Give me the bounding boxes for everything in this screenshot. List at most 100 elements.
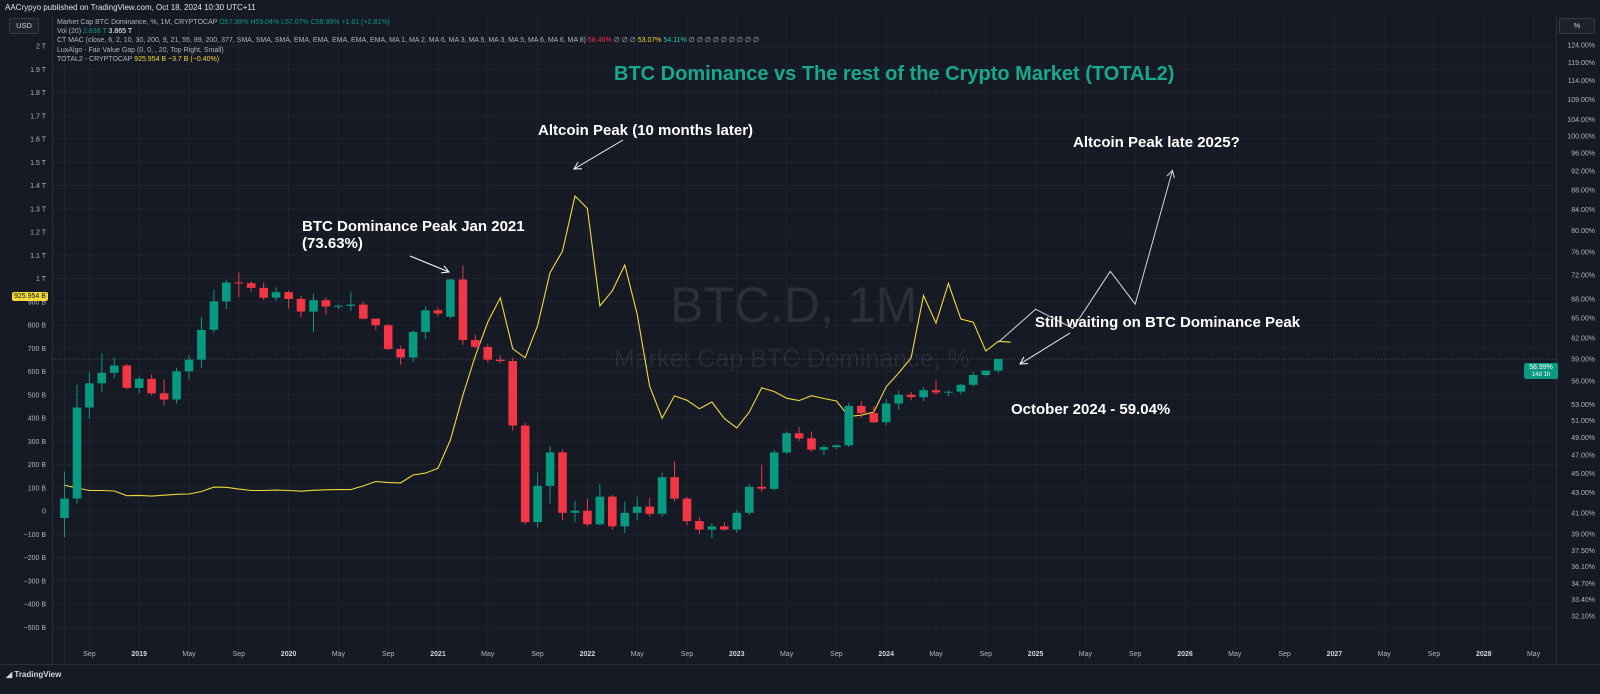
brand-name: TradingView — [14, 670, 62, 679]
legend-total2[interactable]: TOTAL2 - CRYPTOCAP 925.954 B −3.7 B (−0.… — [57, 55, 759, 64]
x-axis-tick-label: May — [1527, 651, 1541, 658]
candle-body — [421, 310, 430, 332]
arrow-altcoin-peak-head — [573, 161, 583, 170]
candle-body — [383, 325, 393, 349]
right-axis-tick-label: 72.00% — [1571, 272, 1595, 279]
chart-headline: BTC Dominance vs The rest of the Crypto … — [614, 63, 1175, 85]
legend-close: C58.99% — [310, 19, 340, 26]
right-axis-tick-label: 100.00% — [1567, 133, 1595, 140]
candle-body — [944, 391, 953, 393]
annotation-btc-peak: BTC Dominance Peak Jan 2021 (73.63%) — [302, 218, 525, 252]
left-axis-tick-label: 200 B — [28, 462, 47, 469]
candle-body — [408, 331, 418, 358]
candle-body — [794, 433, 804, 439]
candle-body — [321, 300, 331, 307]
right-axis-tick-label: 51.00% — [1571, 418, 1595, 425]
right-axis-tick-label: 62.00% — [1571, 335, 1595, 342]
right-axis-tick-label: 53.00% — [1571, 402, 1595, 409]
candle-body — [608, 496, 617, 527]
right-axis-tick-label: 104.00% — [1567, 117, 1595, 124]
legend-volume[interactable]: Vol (20) 2.838 T 3.865 T — [57, 27, 759, 36]
legend-ct-mac-empty-2: ∅ ∅ ∅ ∅ ∅ ∅ ∅ ∅ ∅ — [688, 37, 760, 45]
arrow-still-waiting-head — [1019, 356, 1029, 365]
arrow-altcoin-peak — [573, 139, 624, 170]
left-scale-currency-button[interactable]: USD — [9, 18, 39, 34]
candle-body — [595, 496, 605, 525]
candle-body — [956, 384, 966, 392]
x-axis-tick-label: Sep — [681, 651, 694, 658]
left-axis-tick-label: 1.4 T — [30, 183, 47, 190]
legend-series-name: Market Cap BTC Dominance, %, 1M, CRYPTOC… — [57, 19, 218, 26]
left-axis-tick-label: −200 B — [24, 555, 47, 562]
legend-ct-mac-empty-1: ∅ ∅ ∅ — [613, 37, 636, 45]
candle-body — [807, 438, 816, 450]
x-axis-tick-label: Sep — [531, 651, 544, 658]
right-scale-percent-button[interactable]: % — [1559, 18, 1595, 34]
candle-body — [583, 510, 592, 525]
right-axis-tick-label: 49.00% — [1571, 435, 1595, 442]
right-axis-tick-label: 59.00% — [1571, 356, 1595, 363]
right-axis-tick-label: 32.10% — [1571, 614, 1595, 621]
candle-body — [720, 526, 729, 530]
candle-body — [110, 365, 119, 373]
legend-volume-value: 2.838 T — [83, 28, 107, 36]
annotation-still-waiting: Still waiting on BTC Dominance Peak — [1035, 314, 1301, 331]
candle-body — [695, 521, 704, 530]
candle-body — [844, 405, 854, 446]
total2-price-tag: 925.954 B — [12, 292, 48, 301]
left-axis-tick-label: 500 B — [28, 392, 47, 399]
candle-body — [72, 407, 82, 499]
candle-body — [994, 359, 1003, 371]
right-axis-tick-label: 43.00% — [1571, 490, 1595, 497]
candle-body — [545, 452, 555, 486]
candle-body — [134, 378, 144, 388]
legend-main-series[interactable]: Market Cap BTC Dominance, %, 1M, CRYPTOC… — [57, 18, 759, 27]
candle-body — [222, 282, 231, 302]
left-axis-tick-label: 400 B — [28, 416, 47, 423]
right-axis-tick-label: 34.70% — [1571, 581, 1595, 588]
candle-body — [433, 310, 443, 314]
candle-body — [707, 526, 717, 530]
right-axis-tick-label: 37.50% — [1571, 548, 1595, 555]
x-axis-tick-label: 2022 — [580, 651, 596, 658]
left-price-scale[interactable] — [0, 16, 53, 664]
right-price-scale[interactable] — [1556, 16, 1600, 664]
annotation-altcoin-2025: Altcoin Peak late 2025? — [1073, 134, 1240, 151]
left-axis-tick-label: 1.7 T — [30, 113, 47, 120]
candle-body — [471, 340, 480, 347]
legend-total2-value: 925.954 B — [134, 55, 167, 63]
legend-ct-mac-value-2: 53.07% — [637, 37, 662, 45]
candle-body — [246, 283, 256, 288]
right-axis-tick-label: 109.00% — [1567, 97, 1595, 104]
candle-body — [147, 378, 156, 394]
candle-body — [857, 405, 866, 414]
x-axis-tick-label: 2026 — [1177, 651, 1193, 658]
candle-body — [495, 359, 505, 362]
right-axis-tick-label: 114.00% — [1568, 78, 1595, 85]
left-axis-tick-label: −300 B — [24, 578, 47, 585]
right-axis-tick-label: 80.00% — [1571, 228, 1595, 235]
x-axis-tick-label: May — [182, 651, 196, 658]
arrow-btc-peak-head — [440, 265, 450, 274]
candle-body — [620, 512, 630, 527]
left-axis-tick-label: 700 B — [28, 346, 47, 353]
projection-line — [997, 170, 1173, 343]
right-axis-tick-label: 124.00% — [1567, 43, 1595, 50]
x-axis-tick-label: May — [929, 651, 943, 658]
x-axis-tick-label: May — [1079, 651, 1093, 658]
x-axis-tick-label: Sep — [83, 651, 96, 658]
candle-body — [981, 370, 991, 375]
right-axis-tick-label: 65.00% — [1571, 316, 1595, 323]
left-axis-tick-label: 800 B — [28, 323, 47, 330]
publisher-line: AACrypyo published on TradingView.com, O… — [5, 3, 256, 12]
legend-ct-mac[interactable]: CT MAC (close, 6, 2, 10, 30, 200, 9, 21,… — [57, 36, 759, 45]
x-axis-tick-label: May — [1378, 651, 1392, 658]
candle-body — [97, 372, 107, 384]
legend-luxalgo[interactable]: LuxAlgo - Fair Value Gap (0, 0, , 20, To… — [57, 46, 759, 55]
candle-body — [271, 292, 281, 298]
left-axis-tick-label: 1 T — [36, 276, 47, 283]
right-axis-tick-label: 119.00% — [1568, 60, 1595, 67]
candle-body — [284, 292, 293, 299]
candle-body — [234, 282, 244, 284]
